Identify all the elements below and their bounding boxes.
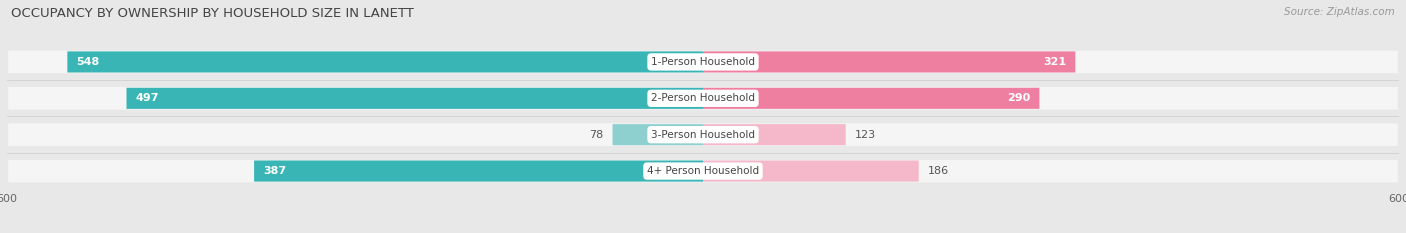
FancyBboxPatch shape [703,51,1076,72]
FancyBboxPatch shape [67,51,703,72]
FancyBboxPatch shape [703,88,1039,109]
FancyBboxPatch shape [8,123,1398,146]
FancyBboxPatch shape [127,88,703,109]
Text: 2-Person Household: 2-Person Household [651,93,755,103]
FancyBboxPatch shape [8,160,1398,182]
FancyBboxPatch shape [8,51,1398,73]
Text: 3-Person Household: 3-Person Household [651,130,755,140]
FancyBboxPatch shape [613,124,703,145]
FancyBboxPatch shape [703,124,845,145]
FancyBboxPatch shape [254,161,703,182]
Text: 548: 548 [76,57,100,67]
Text: 321: 321 [1043,57,1066,67]
Text: 290: 290 [1007,93,1031,103]
FancyBboxPatch shape [8,87,1398,110]
Text: 497: 497 [136,93,159,103]
Text: 4+ Person Household: 4+ Person Household [647,166,759,176]
Text: 78: 78 [589,130,603,140]
Text: 387: 387 [263,166,287,176]
Text: OCCUPANCY BY OWNERSHIP BY HOUSEHOLD SIZE IN LANETT: OCCUPANCY BY OWNERSHIP BY HOUSEHOLD SIZE… [11,7,415,20]
Text: 1-Person Household: 1-Person Household [651,57,755,67]
Text: Source: ZipAtlas.com: Source: ZipAtlas.com [1284,7,1395,17]
Text: 123: 123 [855,130,876,140]
FancyBboxPatch shape [703,161,918,182]
Text: 186: 186 [928,166,949,176]
